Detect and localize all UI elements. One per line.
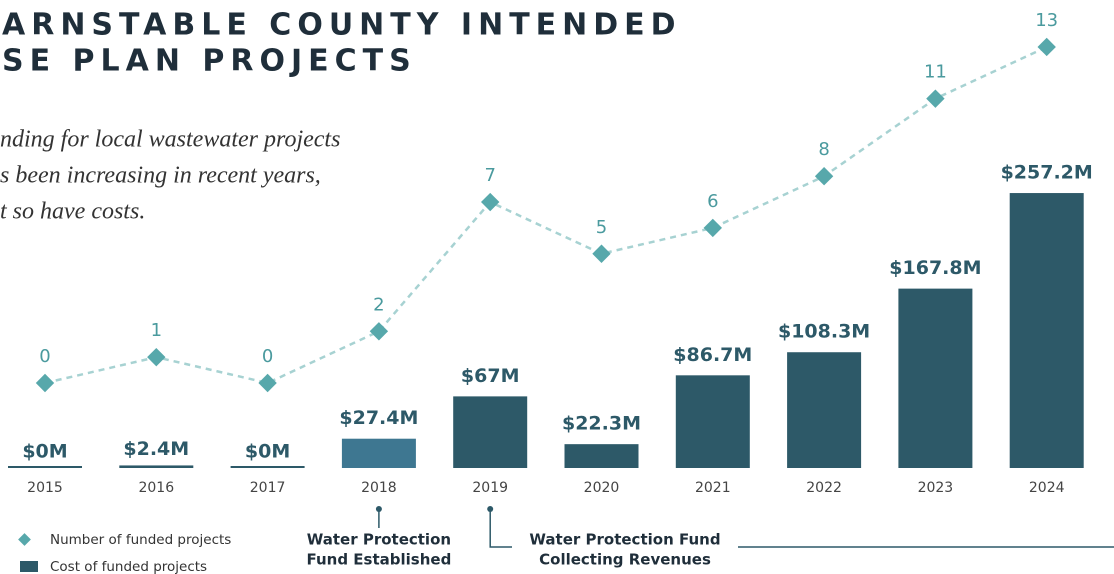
- subtitle: s been increasing in recent years,: [0, 163, 321, 189]
- x-tick-label: 2020: [584, 480, 620, 496]
- point: [926, 89, 945, 108]
- x-tick-label: 2015: [27, 480, 63, 496]
- point-label: 5: [596, 217, 607, 238]
- point: [147, 347, 166, 367]
- point: [369, 322, 389, 341]
- bar-value-label: $167.8M: [889, 257, 981, 279]
- bar-value-label: $2.4M: [123, 438, 189, 460]
- point: [481, 192, 500, 212]
- bar-value-label: $0M: [22, 441, 67, 463]
- bar-value-label: $0M: [245, 441, 290, 463]
- bar: [8, 466, 82, 468]
- subtitle: nding for local wastewater projects: [0, 127, 340, 153]
- bar-value-label: $86.7M: [673, 344, 752, 366]
- chart-title: SE PLAN PROJECTS: [2, 44, 417, 79]
- point-label: 1: [151, 320, 162, 341]
- bar: [119, 465, 194, 468]
- x-tick-label: 2019: [472, 480, 508, 496]
- point-label: 0: [39, 346, 50, 367]
- point-label: 8: [818, 139, 829, 160]
- legend-label: Number of funded projects: [50, 532, 231, 548]
- subtitle: t so have costs.: [0, 199, 145, 225]
- legend-label: Cost of funded projects: [50, 559, 207, 574]
- annotation-text: Collecting Revenues: [539, 551, 711, 569]
- x-tick-label: 2017: [250, 480, 286, 496]
- annotation-text: Water Protection: [307, 531, 451, 549]
- bar-value-label: $108.3M: [778, 321, 870, 343]
- bar-value-label: $257.2M: [1001, 162, 1093, 184]
- chart-title: ARNSTABLE COUNTY INTENDED: [2, 8, 682, 43]
- x-tick-label: 2024: [1029, 480, 1065, 496]
- point-label: 7: [484, 165, 495, 186]
- point-label: 11: [924, 62, 947, 83]
- point: [258, 373, 277, 393]
- point-label: 2: [373, 294, 384, 315]
- bar: [898, 288, 973, 468]
- bar: [675, 375, 750, 468]
- x-tick-label: 2022: [806, 480, 842, 496]
- x-tick-label: 2023: [918, 480, 954, 496]
- legend-marker: [18, 533, 31, 546]
- line: [44, 45, 1048, 385]
- bar: [453, 396, 528, 468]
- bar-value-label: $22.3M: [562, 413, 641, 435]
- legend-marker: [20, 561, 38, 572]
- point-label: 6: [707, 191, 718, 212]
- bar: [1009, 193, 1084, 468]
- annotation-text: Water Protection Fund: [529, 531, 720, 549]
- point: [703, 218, 722, 238]
- bar-value-label: $27.4M: [339, 407, 418, 429]
- x-tick-label: 2021: [695, 480, 731, 496]
- point-label: 13: [1035, 10, 1058, 31]
- point: [1037, 37, 1056, 57]
- x-tick-label: 2016: [138, 480, 174, 496]
- point: [814, 167, 834, 186]
- annotation-text: Fund Established: [306, 551, 451, 569]
- bar: [787, 352, 862, 468]
- bar: [341, 438, 416, 468]
- point: [35, 373, 55, 393]
- point: [592, 244, 611, 263]
- bar-value-label: $67M: [461, 365, 520, 387]
- x-tick-label: 2018: [361, 480, 397, 496]
- annotation-line: [489, 509, 512, 548]
- bar: [230, 466, 305, 468]
- bar: [564, 444, 639, 468]
- point-label: 0: [262, 346, 273, 367]
